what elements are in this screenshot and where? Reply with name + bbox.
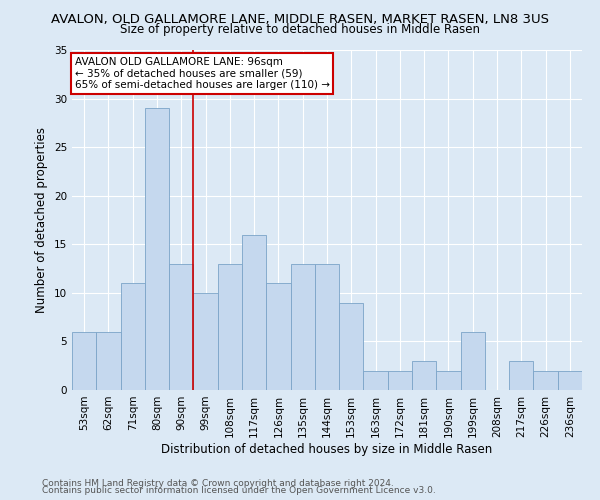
Bar <box>339 302 364 390</box>
Bar <box>412 361 436 390</box>
Bar <box>266 283 290 390</box>
Text: AVALON OLD GALLAMORE LANE: 96sqm
← 35% of detached houses are smaller (59)
65% o: AVALON OLD GALLAMORE LANE: 96sqm ← 35% o… <box>74 57 329 90</box>
Y-axis label: Number of detached properties: Number of detached properties <box>35 127 49 313</box>
Bar <box>121 283 145 390</box>
Bar <box>218 264 242 390</box>
Text: Contains public sector information licensed under the Open Government Licence v3: Contains public sector information licen… <box>42 486 436 495</box>
Bar <box>145 108 169 390</box>
Bar <box>315 264 339 390</box>
Bar <box>193 293 218 390</box>
Text: Size of property relative to detached houses in Middle Rasen: Size of property relative to detached ho… <box>120 22 480 36</box>
Bar <box>364 370 388 390</box>
Bar <box>461 332 485 390</box>
Text: Contains HM Land Registry data © Crown copyright and database right 2024.: Contains HM Land Registry data © Crown c… <box>42 478 394 488</box>
Bar <box>96 332 121 390</box>
Bar <box>436 370 461 390</box>
Bar <box>242 234 266 390</box>
Bar <box>558 370 582 390</box>
Bar <box>290 264 315 390</box>
Bar <box>533 370 558 390</box>
X-axis label: Distribution of detached houses by size in Middle Rasen: Distribution of detached houses by size … <box>161 442 493 456</box>
Text: AVALON, OLD GALLAMORE LANE, MIDDLE RASEN, MARKET RASEN, LN8 3US: AVALON, OLD GALLAMORE LANE, MIDDLE RASEN… <box>51 12 549 26</box>
Bar <box>388 370 412 390</box>
Bar <box>169 264 193 390</box>
Bar <box>509 361 533 390</box>
Bar <box>72 332 96 390</box>
